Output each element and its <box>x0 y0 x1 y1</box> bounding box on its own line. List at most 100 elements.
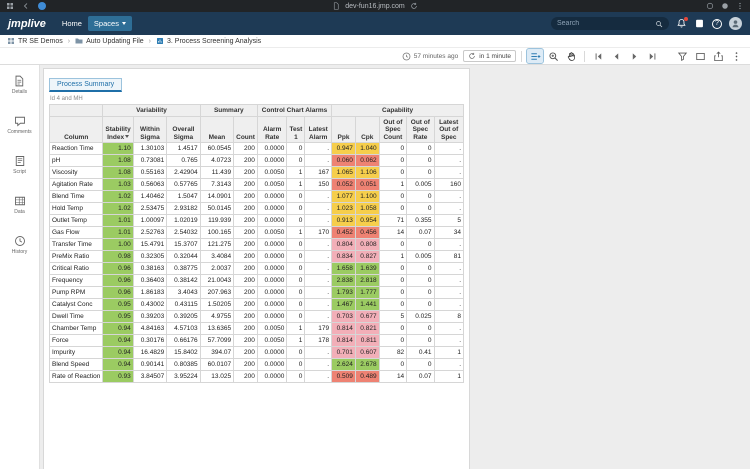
breadcrumb-item-tr-se-demos[interactable]: TR SE Demos <box>7 37 63 45</box>
col-header-latest-out-of-spec[interactable]: Latest Out of Spec <box>433 116 465 143</box>
tab-process-summary[interactable]: Process Summary <box>49 78 123 92</box>
back-arrow-icon[interactable] <box>22 2 30 10</box>
row-label[interactable]: Reaction Time <box>48 142 104 155</box>
browser-menu-icon[interactable] <box>736 2 744 10</box>
next-refresh[interactable]: in 1 minute <box>463 50 516 62</box>
fullscreen-button[interactable] <box>692 49 708 63</box>
cell-latest-alarm: . <box>304 214 333 227</box>
hand-icon <box>567 51 575 61</box>
reload-icon[interactable] <box>410 2 418 10</box>
sidebar-item-details[interactable]: Details <box>12 75 27 95</box>
cell-mean: 121.275 <box>199 238 235 251</box>
cell-within-sigma: 1.30103 <box>132 142 168 155</box>
row-label[interactable]: Catalyst Conc <box>48 298 104 311</box>
col-header-out-of-spec-count[interactable]: Out of Spec Count <box>378 116 408 143</box>
bookmark-icon[interactable] <box>694 18 705 29</box>
row-label[interactable]: Dwell Time <box>48 310 104 323</box>
cell-test-1: 0 <box>286 238 306 251</box>
cell-out-of-spec-rate: 0 <box>406 154 435 167</box>
url-text[interactable]: dev-fun16.jmp.com <box>345 2 405 10</box>
row-label[interactable]: Chamber Temp <box>48 322 104 335</box>
col-header-mean[interactable]: Mean <box>199 116 235 143</box>
previous-page-button[interactable] <box>608 49 624 63</box>
col-header-within-sigma[interactable]: Within Sigma <box>132 116 168 143</box>
col-header-test-1[interactable]: Test 1 <box>286 116 306 143</box>
cell-mean: 7.3143 <box>199 178 235 191</box>
row-label[interactable]: Outlet Temp <box>48 214 104 227</box>
col-header-overall-sigma[interactable]: Overall Sigma <box>166 116 201 143</box>
sidebar-item-comments[interactable]: Comments <box>7 115 32 135</box>
search-box[interactable] <box>551 17 669 30</box>
row-label[interactable]: Critical Ratio <box>48 262 104 275</box>
col-header-stability-index[interactable]: Stability Index <box>102 116 134 143</box>
row-label[interactable]: Gas Flow <box>48 226 104 239</box>
tab-grid-icon[interactable] <box>6 2 14 10</box>
report-options-button[interactable] <box>526 48 544 64</box>
notifications-bell-icon[interactable] <box>676 17 688 29</box>
cell-latest-alarm: . <box>304 190 333 203</box>
nav-spaces[interactable]: Spaces <box>87 16 132 31</box>
filter-button[interactable] <box>674 49 690 63</box>
search-icon[interactable] <box>655 20 663 28</box>
cell-count: 200 <box>233 262 258 275</box>
col-header-column[interactable]: Column <box>48 116 104 143</box>
cell-ppk: 0.834 <box>331 250 356 263</box>
sidebar-item-data[interactable]: Data <box>14 195 26 215</box>
col-header-alarm-rate[interactable]: Alarm Rate <box>256 116 288 143</box>
col-header-ppk[interactable]: Ppk <box>331 116 356 143</box>
first-page-button[interactable] <box>590 49 606 63</box>
cell-latest-out-of-spec: 34 <box>433 226 465 239</box>
cell-alarm-rate: 0.0000 <box>256 250 288 263</box>
search-input[interactable] <box>557 20 651 27</box>
cell-out-of-spec-count: 82 <box>378 346 408 359</box>
col-header-latest-alarm[interactable]: Latest Alarm <box>304 116 333 143</box>
zoom-in-button[interactable] <box>545 49 561 63</box>
row-label[interactable]: Agitation Rate <box>48 178 104 191</box>
next-icon <box>632 52 636 60</box>
user-avatar[interactable] <box>729 17 742 30</box>
share-icon <box>713 50 723 61</box>
breadcrumb-item-auto-updating-file[interactable]: Auto Updating File <box>75 37 144 45</box>
row-label[interactable]: Blend Time <box>48 190 104 203</box>
cell-out-of-spec-rate: 0 <box>406 358 435 371</box>
content-area: Details Comments Script Data History Process… <box>0 65 750 469</box>
cell-latest-alarm: . <box>304 310 333 323</box>
col-header-count[interactable]: Count <box>233 116 258 143</box>
cell-latest-out-of-spec: . <box>433 190 465 203</box>
more-menu-button[interactable] <box>728 49 744 63</box>
nav-home[interactable]: Home <box>56 16 88 31</box>
share-button[interactable] <box>710 49 726 63</box>
cell-count: 200 <box>233 274 258 287</box>
help-icon[interactable]: ? <box>712 18 722 29</box>
cell-latest-out-of-spec: . <box>433 274 465 287</box>
cell-test-1: 0 <box>286 262 306 275</box>
row-label[interactable]: Viscosity <box>48 166 104 179</box>
col-header-out-of-spec-rate[interactable]: Out of Spec Rate <box>406 116 435 143</box>
profile-icon[interactable] <box>721 2 729 10</box>
last-page-button[interactable] <box>644 49 660 63</box>
sidebar-item-script[interactable]: Script <box>13 155 26 175</box>
row-label[interactable]: PreMix Ratio <box>48 250 104 263</box>
cell-stability-index: 0.95 <box>102 298 134 311</box>
extensions-icon[interactable] <box>706 2 714 10</box>
row-label[interactable]: Impurity <box>48 346 104 359</box>
row-label[interactable]: Rate of Reaction <box>48 370 104 383</box>
row-label[interactable]: pH <box>48 154 104 167</box>
sidebar-item-history[interactable]: History <box>12 235 27 255</box>
col-header-cpk[interactable]: Cpk <box>354 116 380 143</box>
cell-out-of-spec-rate: 0 <box>406 334 435 347</box>
cell-count: 200 <box>233 358 258 371</box>
row-label[interactable]: Force <box>48 334 104 347</box>
breadcrumb-item-3-process-screening-analysis[interactable]: 3. Process Screening Analysis <box>156 37 261 45</box>
next-page-button[interactable] <box>626 49 642 63</box>
row-label[interactable]: Hold Temp <box>48 202 104 215</box>
row-label[interactable]: Blend Speed <box>48 358 104 371</box>
cell-mean: 13.025 <box>199 370 235 383</box>
row-label[interactable]: Frequency <box>48 274 104 287</box>
table-row: Blend Time 1.02 1.40462 1.5047 14.0901 200 0.0… <box>48 190 465 203</box>
pan-hand-button[interactable] <box>563 49 579 63</box>
row-label[interactable]: Pump RPM <box>48 286 104 299</box>
jmplive-logo[interactable]: jmplive <box>8 17 46 30</box>
row-label[interactable]: Transfer Time <box>48 238 104 251</box>
cell-test-1: 0 <box>286 358 306 371</box>
